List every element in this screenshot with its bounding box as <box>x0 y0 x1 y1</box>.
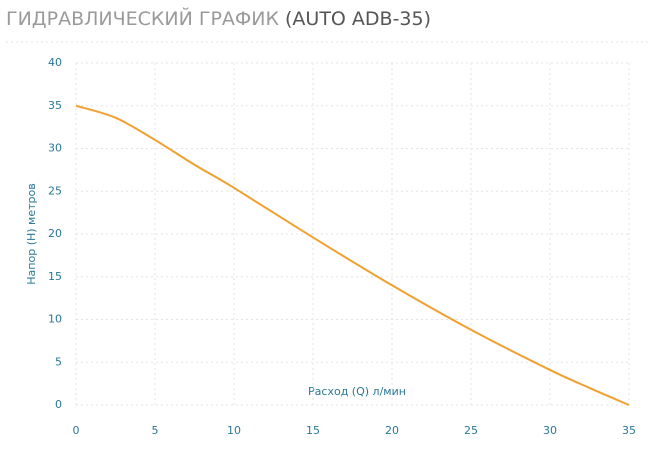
y-tick-label: 10 <box>48 313 62 326</box>
x-tick-label: 25 <box>464 424 478 437</box>
x-tick-label: 15 <box>306 424 320 437</box>
y-tick-label: 5 <box>55 355 62 368</box>
x-tick-label: 20 <box>385 424 399 437</box>
x-tick-label: 5 <box>152 424 159 437</box>
y-axis-label: Напор (H) метров <box>25 183 38 284</box>
chart-title-wrap: ГИДРАВЛИЧЕСКИЙ ГРАФИК (AUTO ADB-35) <box>6 7 431 30</box>
x-tick-label: 10 <box>227 424 241 437</box>
x-axis-label: Расход (Q) л/мин <box>308 385 406 398</box>
y-tick-label: 0 <box>55 398 62 411</box>
y-tick-label: 20 <box>48 227 62 240</box>
series-line <box>75 104 630 406</box>
y-tick-label: 35 <box>48 99 62 112</box>
x-tick-label: 0 <box>73 424 80 437</box>
y-tick-label: 25 <box>48 184 62 197</box>
chart-model: (AUTO ADB-35) <box>285 8 431 30</box>
chart-title: ГИДРАВЛИЧЕСКИЙ ГРАФИК <box>6 7 279 30</box>
y-tick-label: 30 <box>48 142 62 155</box>
x-tick-label: 30 <box>543 424 557 437</box>
y-tick-label: 15 <box>48 270 62 283</box>
y-tick-label: 40 <box>48 56 62 69</box>
x-tick-label: 35 <box>622 424 636 437</box>
